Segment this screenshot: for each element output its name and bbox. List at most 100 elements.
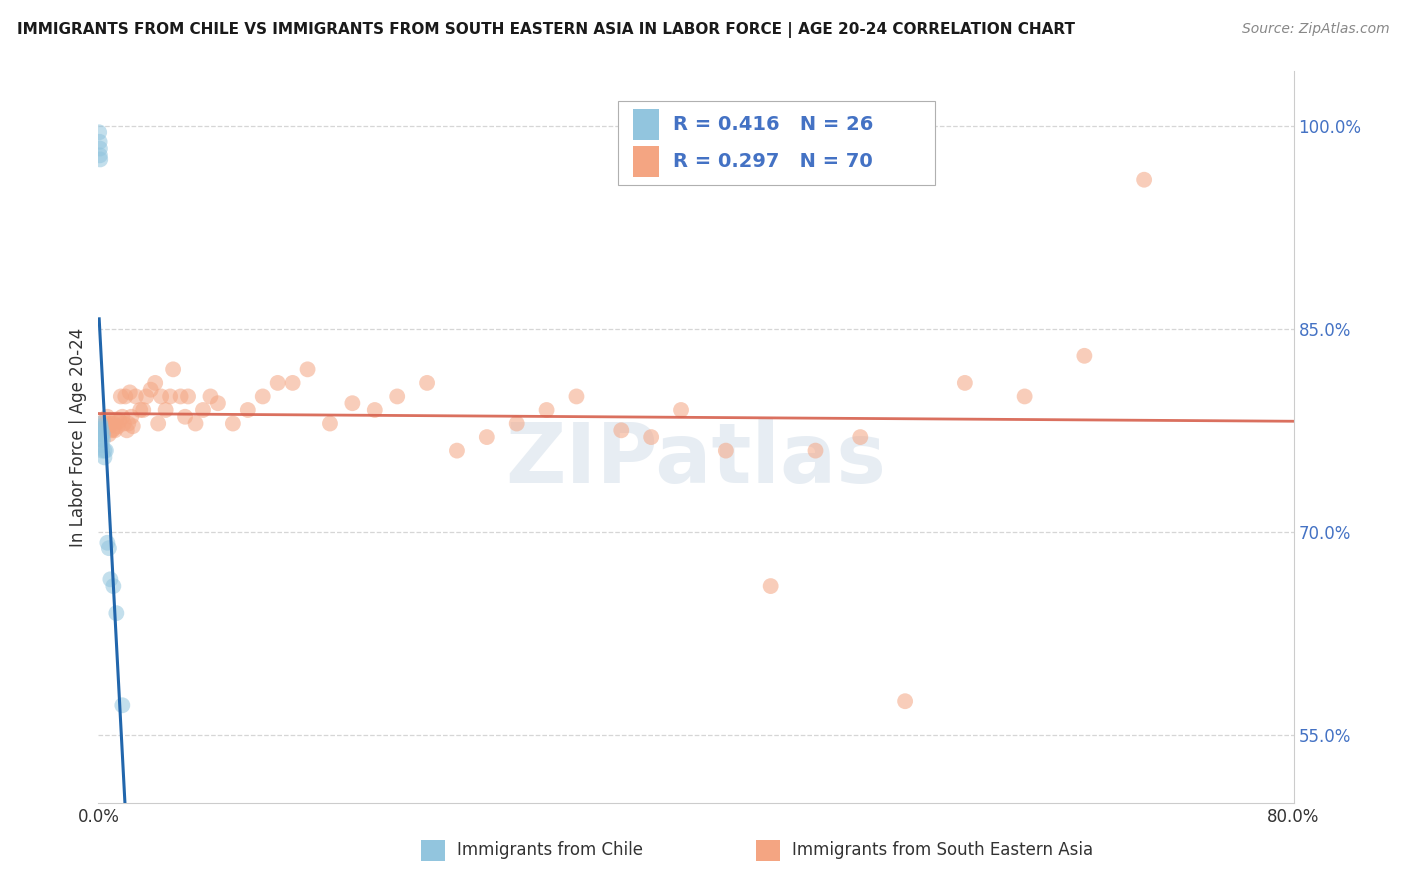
Point [267,376,290,390]
Point [135,389,157,403]
Point [115,423,138,437]
Point [105,412,128,426]
Point [89,135,111,149]
Point [281,376,304,390]
Point [90,427,112,442]
Point [93,450,115,465]
Point [108,414,131,428]
Point [98,572,122,586]
Point [93,414,115,428]
Point [91,443,114,458]
Point [120,863,142,878]
Point [103,422,125,436]
FancyBboxPatch shape [756,840,780,861]
Text: Immigrants from Chile: Immigrants from Chile [457,841,643,859]
Point [93,443,115,458]
Point [89,142,111,156]
Point [565,389,588,403]
Point [90,422,112,436]
Point [162,362,184,376]
Point [91,423,114,437]
Point [111,698,134,713]
Point [94,417,117,431]
FancyBboxPatch shape [633,145,659,177]
Point [252,389,274,403]
Point [103,579,125,593]
Point [669,403,692,417]
Point [184,417,207,431]
Point [120,409,142,424]
Point [97,427,120,442]
Point [849,430,872,444]
Point [94,443,117,458]
Point [93,422,115,436]
Point [118,385,141,400]
FancyBboxPatch shape [619,101,935,185]
Point [121,419,143,434]
Point [506,417,529,431]
Point [96,535,118,549]
Point [1014,389,1036,403]
Point [89,417,111,431]
Text: R = 0.297   N = 70: R = 0.297 N = 70 [673,152,873,170]
Point [804,443,827,458]
Point [125,389,148,403]
Text: Immigrants from South Eastern Asia: Immigrants from South Eastern Asia [792,841,1092,859]
Point [143,376,166,390]
Point [610,423,633,437]
Point [96,409,118,424]
Point [90,419,112,434]
Point [222,417,245,431]
Point [894,694,917,708]
Point [90,423,112,437]
Point [132,403,155,417]
Point [114,389,136,403]
Point [89,148,111,162]
Point [1133,172,1156,186]
Point [111,409,134,424]
Point [364,403,387,417]
Point [105,606,128,620]
Point [148,417,170,431]
Point [139,383,162,397]
FancyBboxPatch shape [633,109,659,139]
Point [169,389,191,403]
Point [385,389,409,403]
Point [97,541,120,556]
Point [191,403,214,417]
Point [104,423,127,437]
Point [89,153,111,167]
Point [90,433,112,447]
Point [90,438,112,452]
Point [159,389,181,403]
Point [91,427,114,442]
Point [416,376,439,390]
Point [117,417,139,431]
Point [150,389,173,403]
Point [342,396,364,410]
Point [446,443,468,458]
Point [89,125,111,139]
Point [107,419,129,434]
Point [110,389,132,403]
Text: Source: ZipAtlas.com: Source: ZipAtlas.com [1241,22,1389,37]
Point [536,403,558,417]
Point [207,396,229,410]
Text: IMMIGRANTS FROM CHILE VS IMMIGRANTS FROM SOUTH EASTERN ASIA IN LABOR FORCE | AGE: IMMIGRANTS FROM CHILE VS IMMIGRANTS FROM… [17,22,1074,38]
Point [475,430,498,444]
Point [97,419,120,434]
Point [759,579,782,593]
Text: ZIPatlas: ZIPatlas [506,418,886,500]
Point [200,389,222,403]
Point [640,430,662,444]
Point [1073,349,1095,363]
Point [297,362,319,376]
Point [177,389,200,403]
Point [98,417,122,431]
Point [103,417,125,431]
Point [90,430,112,444]
Point [91,433,114,447]
Point [174,409,197,424]
Point [129,403,152,417]
Point [319,417,342,431]
